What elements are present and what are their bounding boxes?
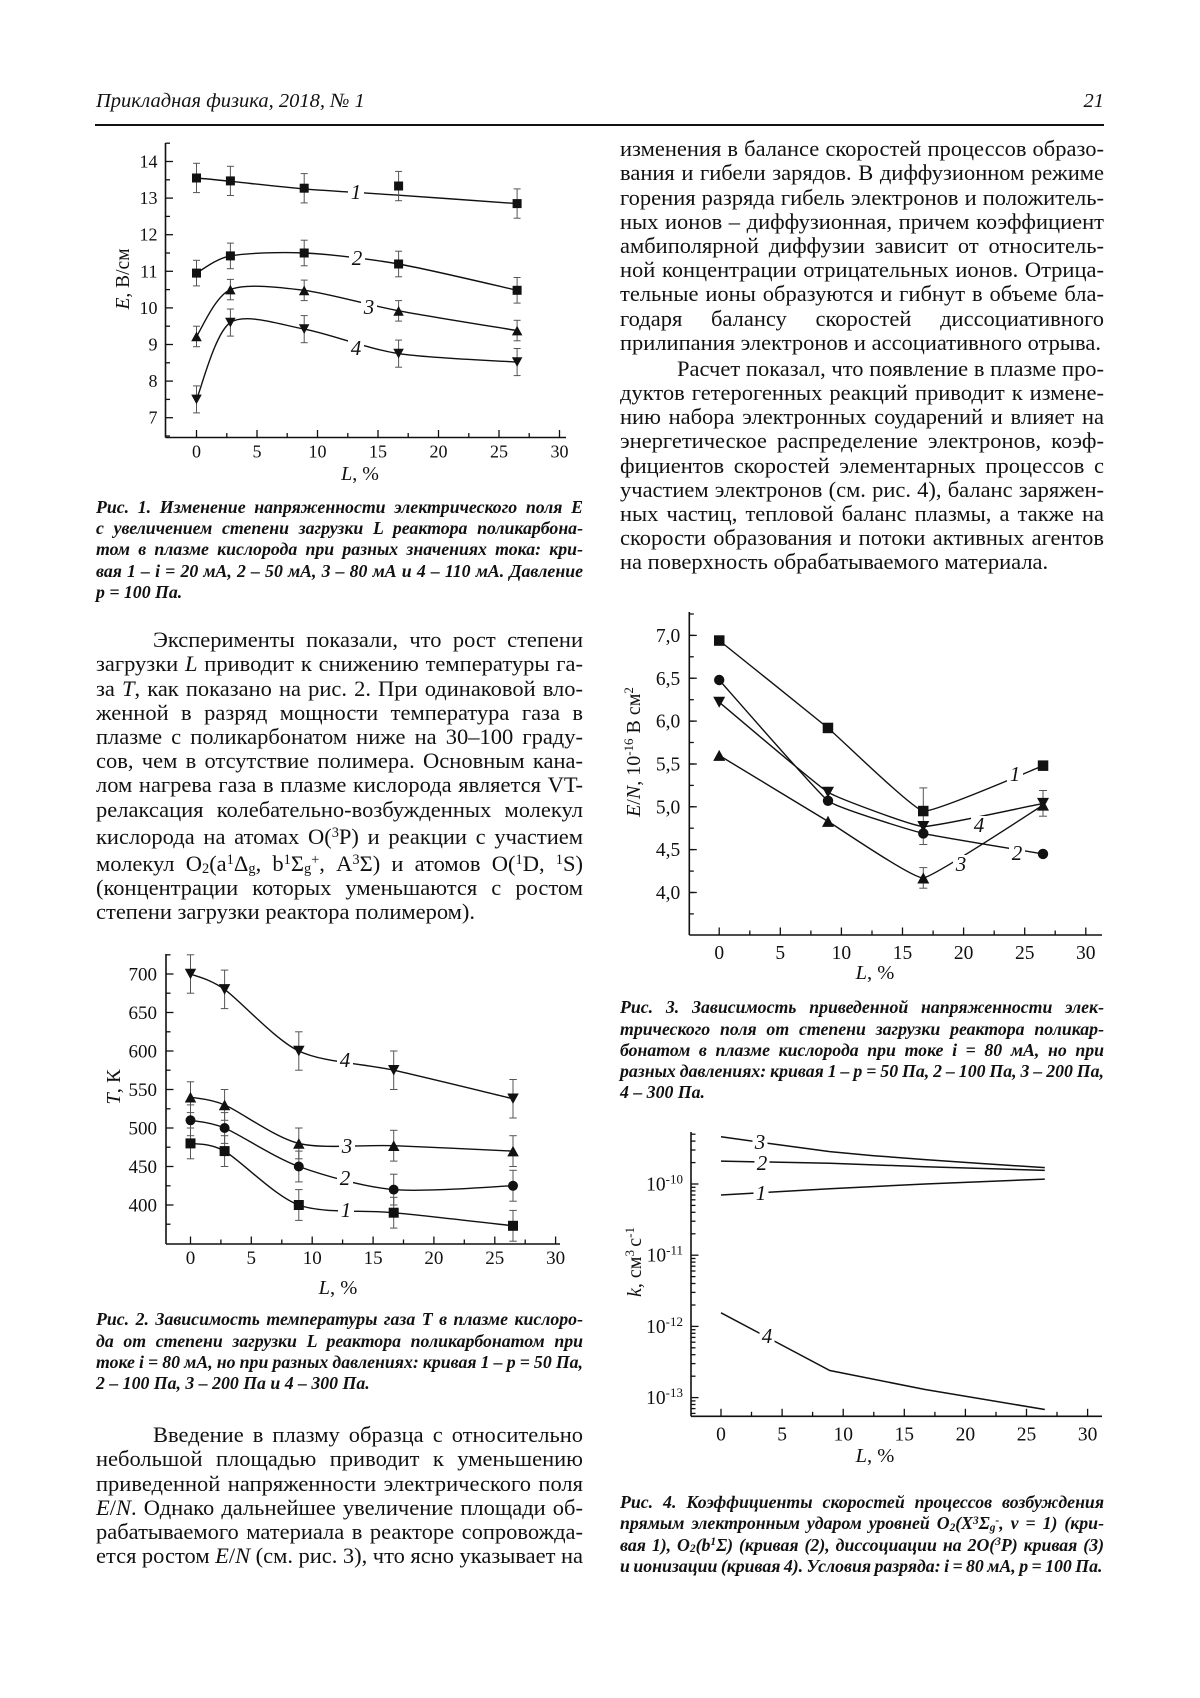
svg-text:10-10: 10-10 — [646, 1172, 683, 1196]
svg-text:450: 450 — [129, 1157, 158, 1178]
svg-text:E, В/см: E, В/см — [113, 248, 134, 310]
svg-text:25: 25 — [1017, 1424, 1037, 1445]
svg-text:4: 4 — [974, 813, 985, 837]
svg-text:4: 4 — [762, 1324, 773, 1348]
svg-text:10: 10 — [140, 298, 158, 318]
svg-text:4: 4 — [340, 1048, 351, 1072]
svg-text:20: 20 — [430, 442, 448, 462]
svg-text:20: 20 — [424, 1248, 443, 1269]
svg-text:5,5: 5,5 — [656, 755, 680, 776]
svg-text:L, %: L, % — [340, 463, 379, 485]
svg-text:4,0: 4,0 — [656, 883, 680, 904]
svg-text:3: 3 — [754, 1130, 766, 1154]
svg-text:11: 11 — [140, 261, 157, 281]
svg-text:12: 12 — [140, 225, 158, 245]
svg-text:5: 5 — [775, 943, 785, 964]
svg-text:2: 2 — [340, 1166, 351, 1190]
svg-text:4,5: 4,5 — [656, 840, 680, 861]
svg-text:13: 13 — [140, 188, 158, 208]
svg-text:L, %: L, % — [318, 1277, 358, 1299]
svg-text:2: 2 — [757, 1151, 768, 1175]
svg-text:3: 3 — [363, 295, 375, 319]
svg-text:7,0: 7,0 — [656, 626, 680, 647]
svg-text:15: 15 — [895, 1424, 915, 1445]
svg-text:30: 30 — [1078, 1424, 1098, 1445]
svg-text:L, %: L, % — [855, 962, 895, 984]
svg-text:20: 20 — [954, 943, 974, 964]
svg-text:0: 0 — [192, 442, 201, 462]
svg-text:L, %: L, % — [855, 1445, 895, 1467]
svg-text:T, К: T, К — [103, 1069, 125, 1105]
svg-text:550: 550 — [129, 1080, 158, 1101]
svg-text:7: 7 — [149, 408, 158, 428]
svg-text:650: 650 — [129, 1003, 158, 1024]
svg-text:5,0: 5,0 — [656, 797, 680, 818]
svg-text:8: 8 — [149, 371, 158, 391]
svg-text:15: 15 — [364, 1248, 383, 1269]
svg-text:10: 10 — [832, 943, 852, 964]
svg-text:500: 500 — [129, 1119, 158, 1140]
svg-text:30: 30 — [1076, 943, 1096, 964]
svg-text:20: 20 — [956, 1424, 976, 1445]
svg-text:10-11: 10-11 — [647, 1243, 683, 1267]
svg-text:3: 3 — [341, 1134, 353, 1158]
svg-text:700: 700 — [129, 965, 158, 986]
svg-text:14: 14 — [140, 152, 158, 172]
svg-text:10-13: 10-13 — [646, 1385, 683, 1409]
svg-text:10: 10 — [833, 1424, 853, 1445]
svg-text:400: 400 — [129, 1196, 158, 1217]
svg-text:10: 10 — [303, 1248, 322, 1269]
svg-text:E/N, 10-16 В см2: E/N, 10-16 В см2 — [621, 687, 645, 818]
svg-text:3: 3 — [955, 852, 967, 876]
svg-text:1: 1 — [756, 1181, 767, 1205]
svg-text:2: 2 — [1012, 841, 1023, 865]
svg-text:15: 15 — [893, 943, 913, 964]
svg-text:10: 10 — [309, 442, 327, 462]
svg-text:1: 1 — [351, 180, 362, 204]
svg-text:30: 30 — [551, 442, 569, 462]
svg-text:0: 0 — [186, 1248, 196, 1269]
svg-text:4: 4 — [351, 336, 362, 360]
svg-text:25: 25 — [490, 442, 508, 462]
svg-text:5: 5 — [247, 1248, 257, 1269]
svg-text:5: 5 — [253, 442, 262, 462]
svg-text:2: 2 — [352, 246, 363, 270]
svg-text:1: 1 — [1010, 762, 1021, 786]
svg-text:25: 25 — [485, 1248, 504, 1269]
svg-text:6,0: 6,0 — [656, 712, 680, 733]
svg-text:1: 1 — [341, 1198, 352, 1222]
svg-text:0: 0 — [714, 943, 724, 964]
svg-text:k, см3 с-1: k, см3 с-1 — [622, 1227, 646, 1297]
svg-text:10-12: 10-12 — [646, 1314, 683, 1338]
svg-text:5: 5 — [777, 1424, 787, 1445]
svg-text:30: 30 — [546, 1248, 565, 1269]
svg-text:6,5: 6,5 — [656, 669, 680, 690]
svg-text:9: 9 — [149, 335, 158, 355]
svg-text:25: 25 — [1015, 943, 1035, 964]
svg-text:0: 0 — [716, 1424, 726, 1445]
svg-text:600: 600 — [129, 1042, 158, 1063]
svg-text:15: 15 — [369, 442, 387, 462]
